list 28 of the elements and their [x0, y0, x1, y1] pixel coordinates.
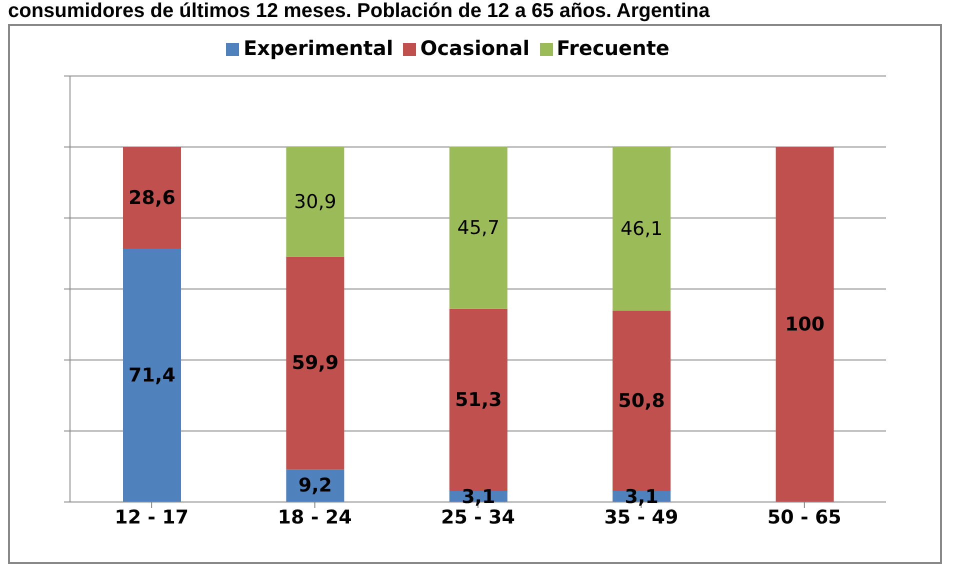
- data-label: 46,1: [620, 218, 663, 240]
- data-label: 59,9: [292, 352, 339, 374]
- bar: [123, 248, 181, 502]
- data-label: 3,1: [462, 486, 496, 508]
- x-tick-label: 18 - 24: [278, 506, 352, 528]
- data-label: 9,2: [298, 474, 332, 497]
- x-tick-label: 12 - 17: [114, 506, 189, 528]
- legend-label: Ocasional: [420, 36, 530, 60]
- legend-label: Experimental: [243, 36, 394, 60]
- data-label: 45,7: [457, 216, 500, 239]
- x-tick-label: 35 - 49: [604, 506, 678, 528]
- bar: [286, 256, 344, 470]
- data-label: 50,8: [618, 390, 666, 412]
- data-label: 100: [784, 314, 825, 336]
- bar: [612, 147, 671, 311]
- data-label: 30,9: [294, 190, 336, 213]
- bar: [286, 147, 344, 257]
- bar: [123, 147, 181, 249]
- bar: [776, 147, 834, 502]
- data-label: 28,6: [128, 186, 176, 209]
- bar: [449, 146, 508, 309]
- legend-label: Frecuente: [556, 36, 670, 60]
- x-tick-label: 25 - 34: [441, 506, 515, 528]
- data-label: 71,4: [128, 364, 176, 386]
- data-label: 51,3: [454, 388, 502, 411]
- data-label: 3,1: [624, 486, 658, 508]
- chart-title: consumidores de últimos 12 meses. Población de 12 a 65 años. Argentina: [8, 0, 711, 22]
- x-tick-label: 50 - 65: [767, 506, 842, 528]
